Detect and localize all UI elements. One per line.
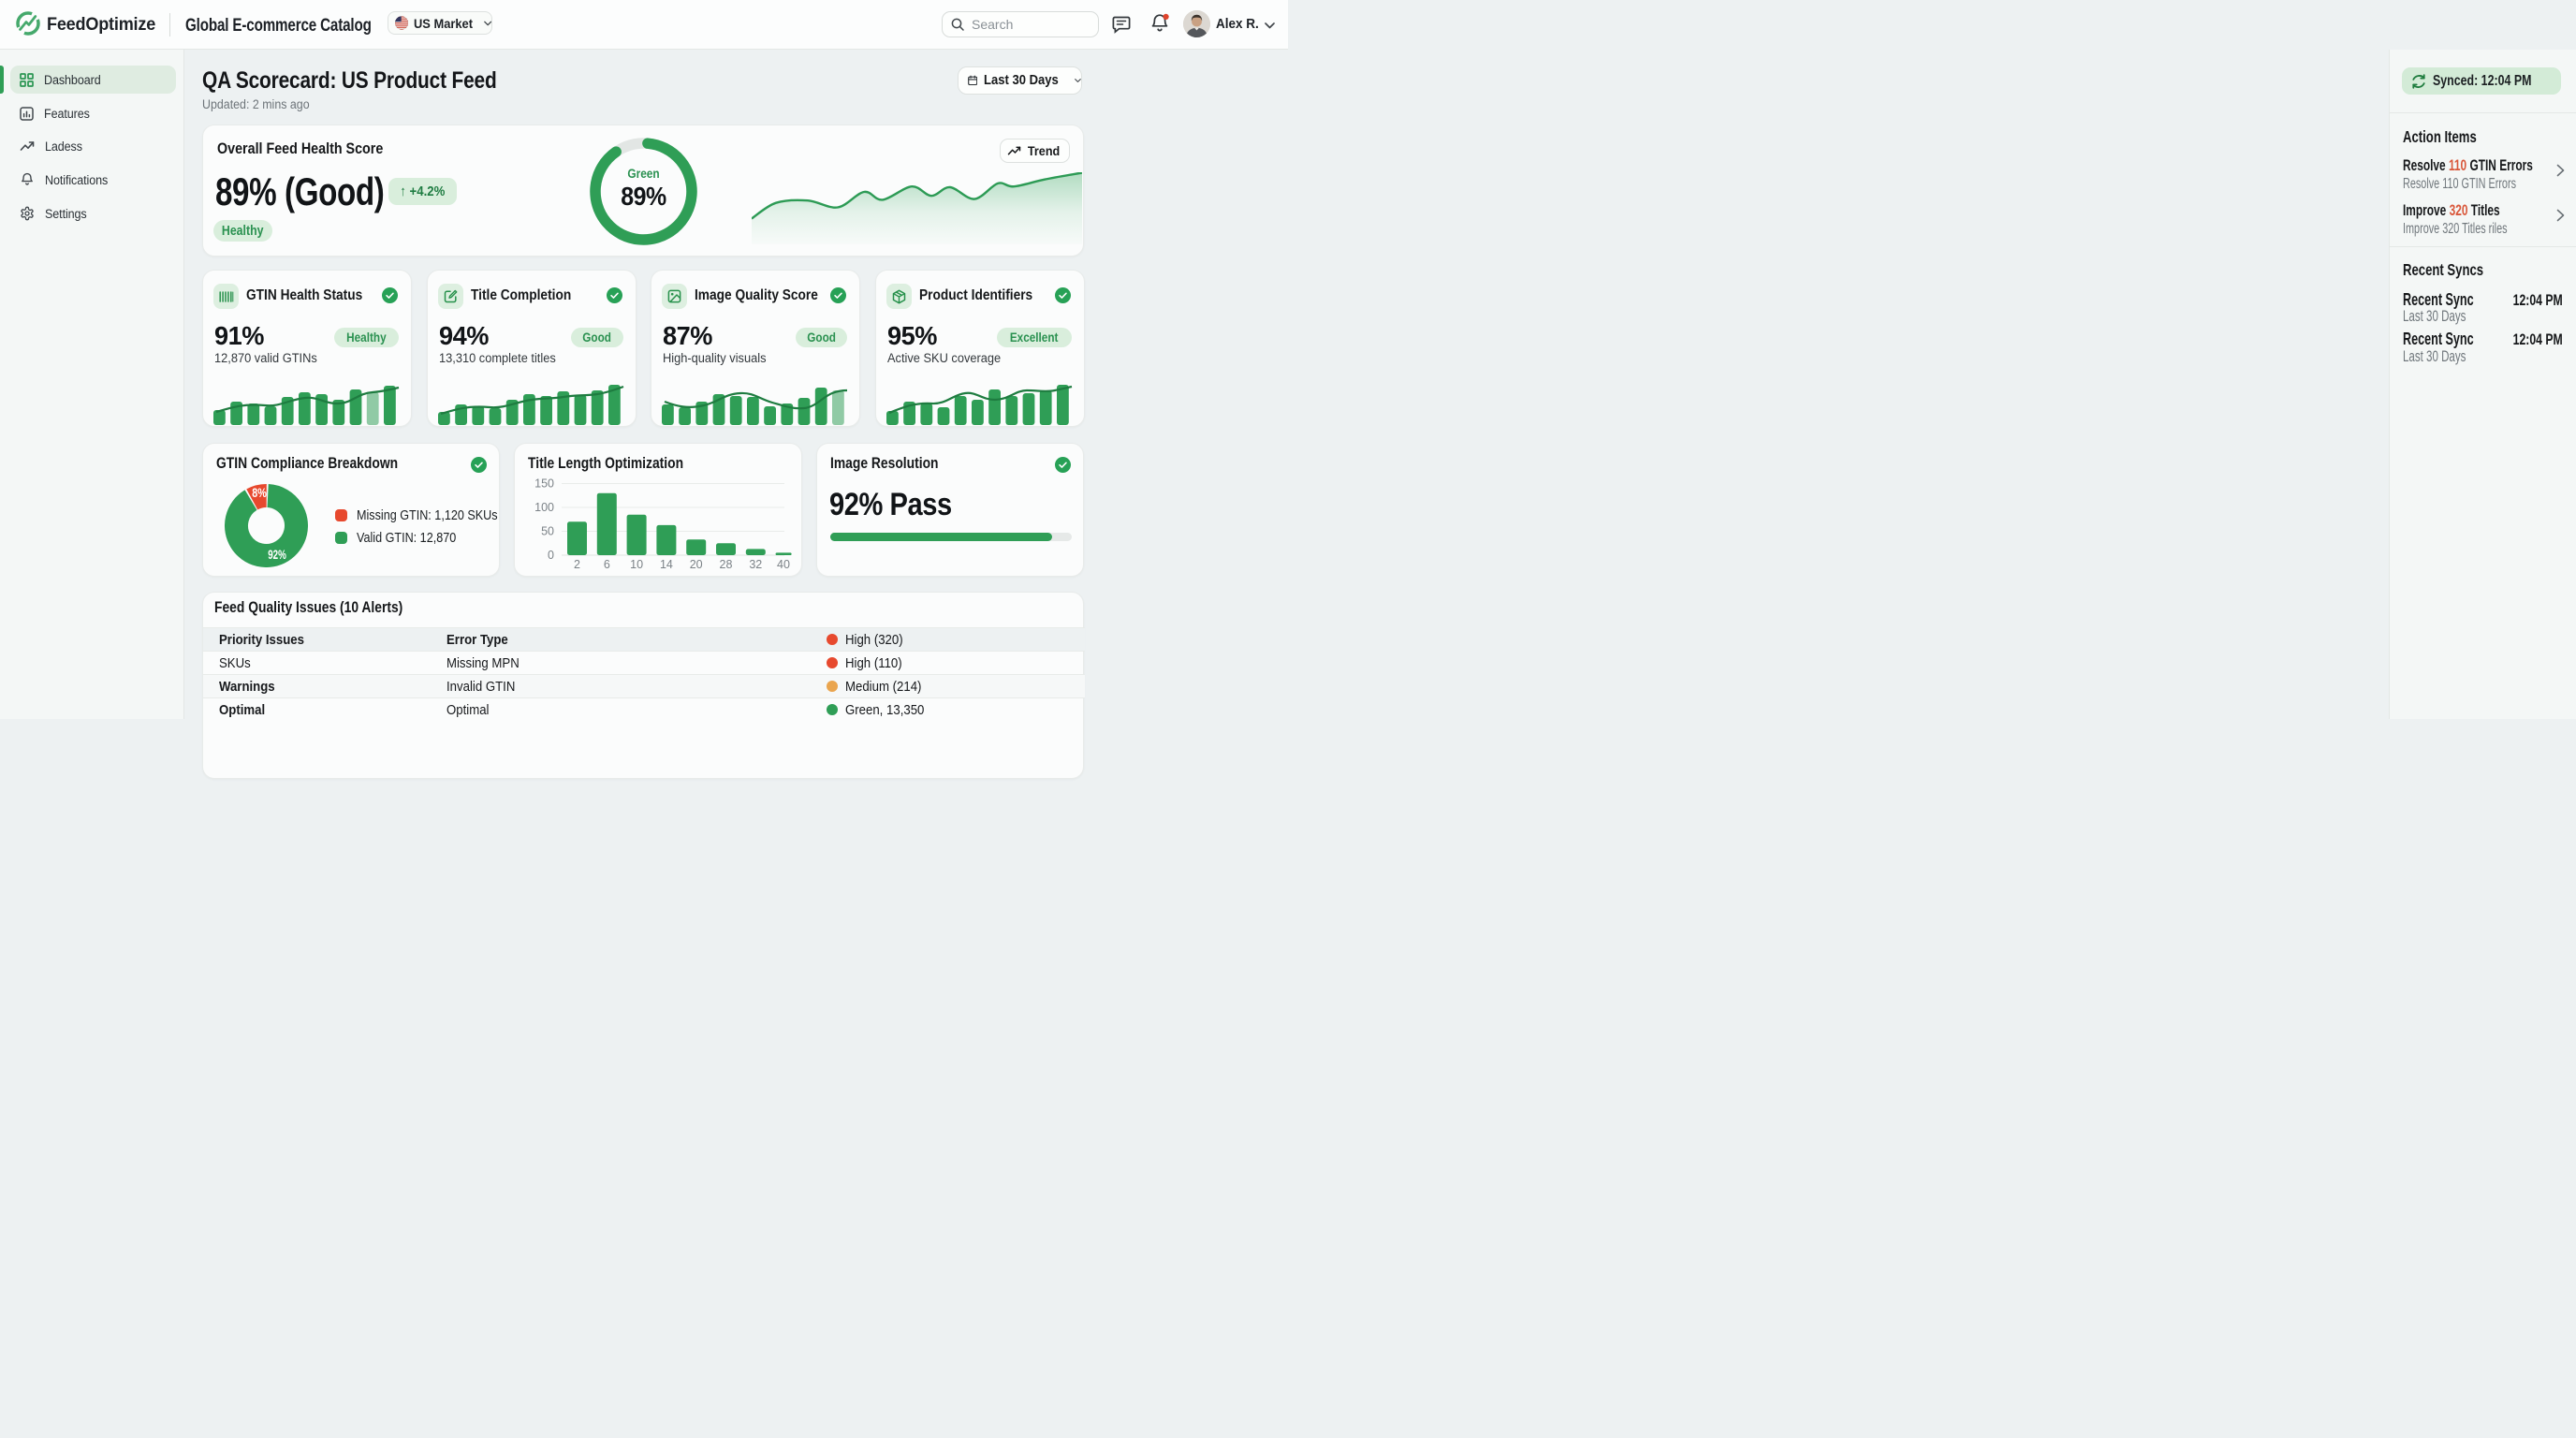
svg-text:100: 100 [534, 501, 554, 514]
svg-text:20: 20 [690, 558, 703, 569]
svg-text:150: 150 [534, 477, 554, 491]
svg-text:10: 10 [630, 558, 643, 569]
svg-text:32: 32 [749, 558, 762, 569]
svg-text:0: 0 [548, 549, 554, 562]
svg-text:6: 6 [604, 558, 610, 569]
svg-text:50: 50 [541, 525, 554, 538]
svg-text:14: 14 [660, 558, 673, 569]
svg-text:40: 40 [777, 558, 790, 569]
svg-text:28: 28 [720, 558, 733, 569]
svg-text:2: 2 [574, 558, 580, 569]
